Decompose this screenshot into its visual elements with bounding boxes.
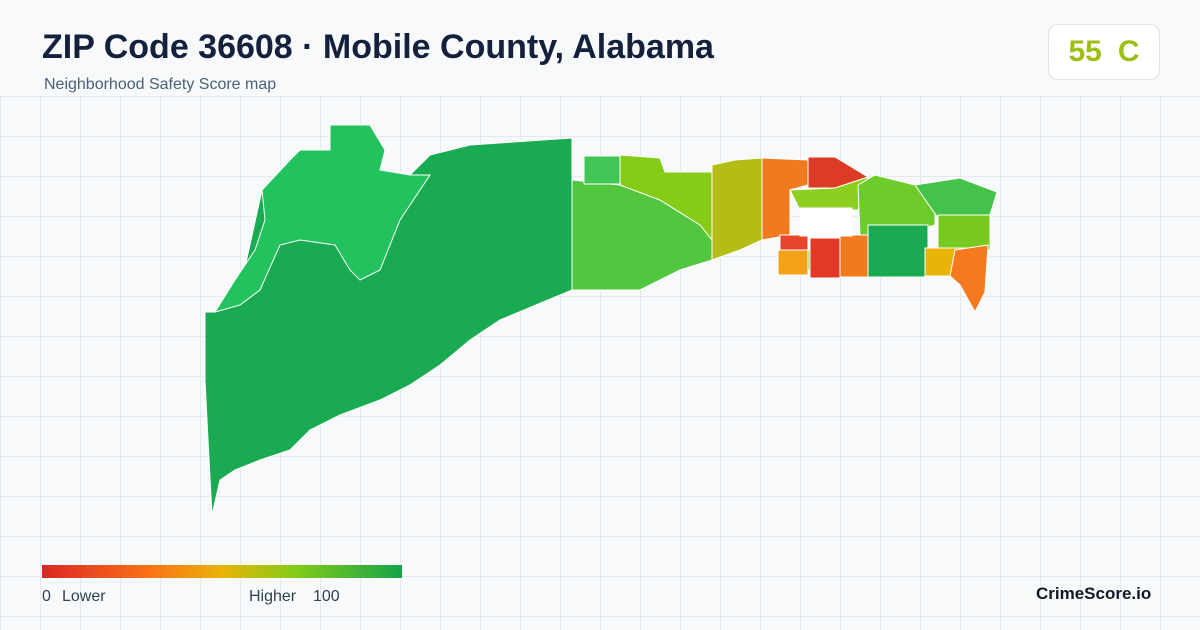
region [809, 237, 841, 279]
region [583, 155, 621, 185]
region [949, 244, 989, 314]
region [779, 234, 809, 251]
title: ZIP Code 36608 · Mobile County, Alabama [42, 28, 714, 66]
brand: CrimeScore.io [1036, 584, 1152, 603]
region [867, 224, 929, 278]
region [711, 157, 763, 261]
legend-max-label: Higher [249, 588, 297, 605]
region [937, 214, 991, 251]
region [839, 234, 869, 278]
subtitle: Neighborhood Safety Score map [44, 76, 277, 93]
score-badge: 55 C [1048, 24, 1160, 80]
score-grade: C [1117, 35, 1140, 68]
region [799, 207, 853, 237]
legend-max: 100 [313, 588, 340, 605]
legend-gradient [42, 565, 402, 578]
legend-min: 0 [42, 588, 51, 605]
region [914, 177, 998, 219]
region [777, 249, 809, 276]
score-value: 55 [1068, 35, 1102, 68]
region [213, 124, 431, 313]
legend-min-label: Lower [62, 588, 106, 605]
